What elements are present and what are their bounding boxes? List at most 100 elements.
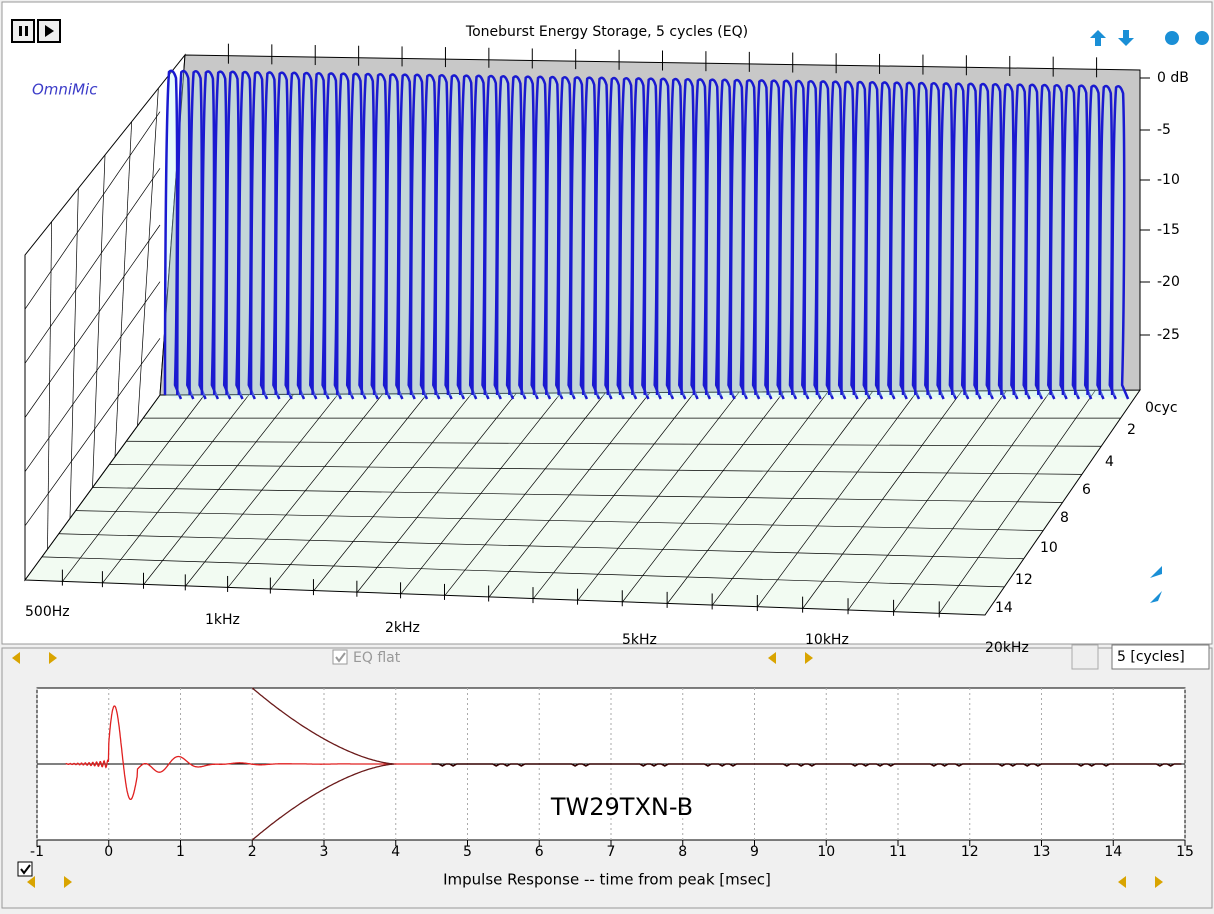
impulse-checkbox[interactable] — [17, 861, 33, 877]
freq-label: 10kHz — [805, 632, 849, 648]
floor-grid — [62, 394, 205, 582]
impulse-chart: -1 0 1 2 3 4 5 6 7 8 9 10 11 12 13 14 15 — [30, 687, 1194, 860]
x-tick-label: 10 — [817, 844, 835, 860]
floor-grid — [577, 391, 740, 601]
floor-grid — [227, 393, 384, 589]
floor-grid — [356, 392, 517, 593]
floor-grid — [444, 392, 606, 597]
x-tick-label: 11 — [889, 844, 907, 860]
x-tick-label: 2 — [248, 844, 257, 860]
freq-label: 1kHz — [205, 612, 240, 628]
check-mark — [335, 652, 346, 663]
arrow-up[interactable] — [1090, 30, 1106, 46]
impulse-title: Impulse Response -- time from peak [msec… — [443, 871, 771, 889]
freq-label: 5kHz — [622, 632, 657, 648]
eq-checkbox[interactable] — [332, 649, 348, 665]
impulse-trace — [65, 705, 432, 801]
floor-grid — [532, 392, 695, 600]
x-tick-label: 5 — [463, 844, 472, 860]
floor-grid — [711, 391, 874, 606]
floor-grid — [666, 391, 829, 605]
cycle-label: 12 — [1015, 572, 1033, 588]
floor-grid — [400, 392, 562, 595]
rotate-button[interactable] — [1195, 31, 1209, 45]
eq-flat-label: EQ flat — [353, 650, 401, 666]
freq-label: 20kHz — [985, 640, 1029, 656]
play-button[interactable] — [37, 19, 61, 43]
play-icon — [45, 25, 54, 37]
x-tick-label: 8 — [678, 844, 687, 860]
floor-grid — [893, 390, 1052, 613]
floor-grid — [621, 391, 784, 603]
floor-grid — [270, 393, 428, 590]
floor-grid — [109, 464, 1082, 475]
pause-box[interactable] — [11, 19, 35, 43]
db-label: -10 — [1157, 172, 1180, 188]
floor-grid — [757, 390, 918, 608]
x-tick-label: 4 — [391, 844, 400, 860]
pause-bar — [25, 26, 28, 36]
floor-grid — [58, 533, 1024, 560]
x-tick-label: 13 — [1033, 844, 1051, 860]
cycle-label: 4 — [1105, 454, 1114, 470]
x-tick-label: 3 — [320, 844, 329, 860]
cycle-label: 6 — [1082, 482, 1091, 498]
x-tick-label: 12 — [961, 844, 979, 860]
x-tick-label: 0 — [104, 844, 113, 860]
x-tick-label: 6 — [535, 844, 544, 860]
wall-grid — [24, 168, 161, 364]
db-label: -5 — [1157, 122, 1171, 138]
brand: OmniMic — [32, 81, 98, 99]
wall-grid — [24, 338, 161, 527]
x-tick-label: 9 — [750, 844, 759, 860]
x-tick-label: 1 — [176, 844, 185, 860]
pause-bar — [19, 26, 22, 36]
floor-grid — [126, 440, 1102, 447]
x-tick-label: 7 — [607, 844, 616, 860]
zoom-out[interactable] — [1150, 591, 1162, 603]
floor-grid — [143, 394, 294, 585]
burst-envelope — [251, 763, 395, 841]
wall-grid — [24, 224, 161, 418]
floor-grid — [847, 390, 1007, 611]
floor-grid — [488, 392, 651, 598]
db-label: -20 — [1157, 274, 1180, 290]
freq-label: 500Hz — [25, 604, 70, 620]
x-tick-label: 14 — [1104, 844, 1122, 860]
wall-grid — [69, 188, 79, 519]
zoom-in[interactable] — [1150, 566, 1162, 578]
wall-grid — [92, 154, 106, 488]
floor-grid — [92, 487, 1063, 503]
pause-button[interactable] — [11, 19, 35, 43]
wall-grid — [24, 111, 161, 310]
decay-slice — [1110, 85, 1130, 400]
cycles-input[interactable] — [1111, 644, 1210, 670]
cycles-input-text: 5 [cycles] — [1117, 649, 1185, 665]
db-label: -25 — [1157, 327, 1180, 343]
floor-grid — [938, 390, 1096, 614]
floor — [24, 389, 1141, 616]
impulse-tail — [431, 763, 1182, 767]
view-arrows — [1090, 30, 1209, 603]
floor-grid — [313, 393, 473, 592]
floor-grid — [75, 510, 1044, 531]
db-label: -15 — [1157, 222, 1180, 238]
db-label: 0 dB — [1157, 70, 1189, 86]
cycle-label: 2 — [1127, 422, 1136, 438]
arrow-down[interactable] — [1118, 30, 1134, 46]
wall-grid — [24, 281, 161, 472]
burst-envelope — [251, 687, 395, 765]
cycle-label: 8 — [1060, 510, 1069, 526]
wall-grid — [47, 221, 53, 550]
cycle-label: 10 — [1040, 540, 1058, 556]
device-label: TW29TXN-B — [550, 793, 693, 821]
cycle-label: 0cyc — [1145, 400, 1178, 416]
floor-grid — [802, 390, 963, 609]
spinner[interactable] — [1071, 644, 1099, 670]
floor-grid — [102, 394, 250, 584]
cycle-label: 14 — [995, 600, 1013, 616]
rotate-button[interactable] — [1165, 31, 1179, 45]
check-mark — [20, 864, 31, 875]
wall-grid — [114, 121, 133, 457]
